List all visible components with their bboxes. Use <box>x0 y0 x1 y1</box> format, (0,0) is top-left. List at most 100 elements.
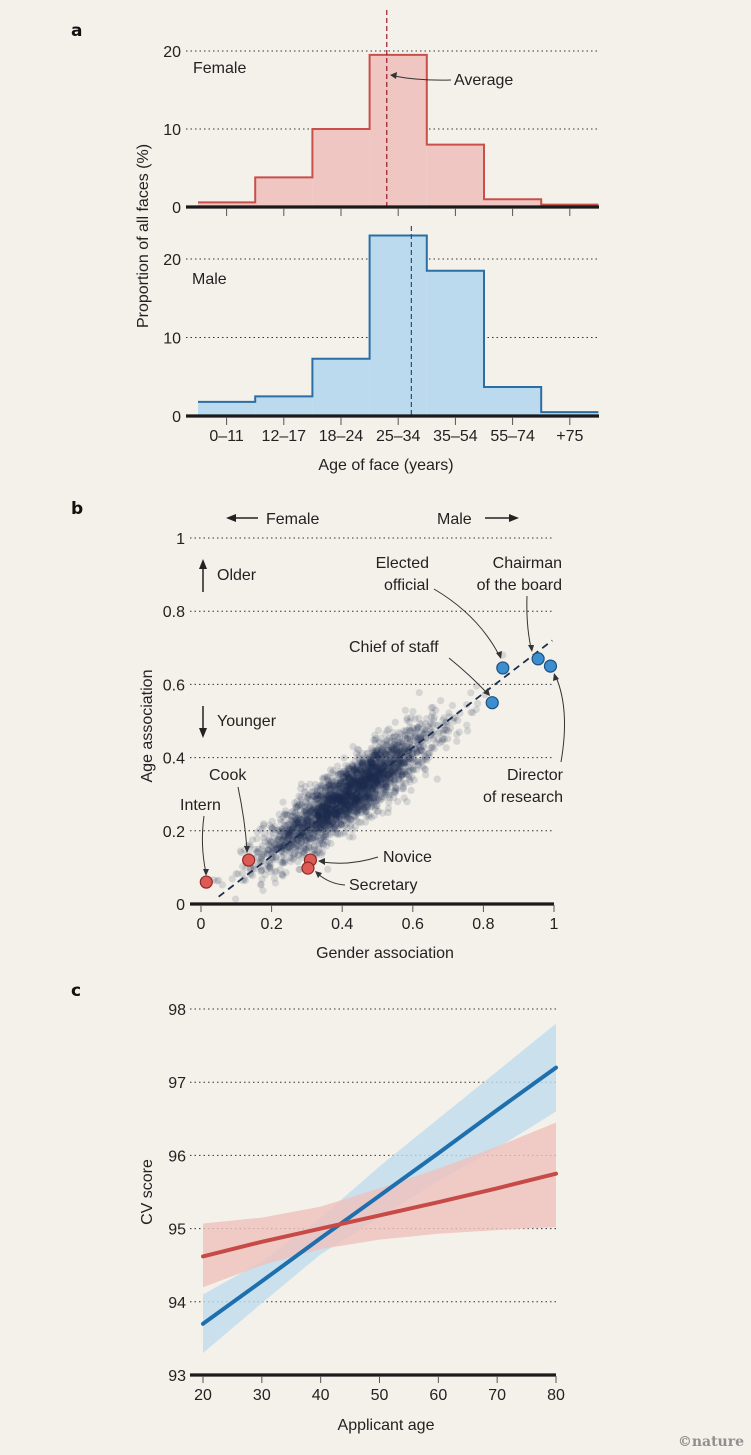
scatter-point <box>427 731 435 740</box>
scatter-point <box>342 769 350 777</box>
younger-direction-label: Younger <box>217 713 277 730</box>
scatter-point <box>343 812 351 821</box>
scatter-point <box>340 754 348 762</box>
scatter-point <box>440 721 448 729</box>
scatter-point <box>280 824 288 832</box>
scatter-point <box>314 799 323 807</box>
scatter-point <box>395 746 403 755</box>
scatter-point <box>421 720 430 728</box>
scatter-point <box>292 816 300 824</box>
scatter-point <box>453 730 461 739</box>
scatter-point <box>344 783 352 791</box>
scatter-point <box>295 837 303 845</box>
scatter-point <box>432 706 440 714</box>
scatter-point <box>300 814 308 822</box>
scatter-point <box>344 808 352 817</box>
scatter-point <box>292 803 300 812</box>
scatter-point <box>368 769 376 777</box>
x-tick-label: 0.4 <box>331 916 353 933</box>
scatter-point <box>395 728 403 737</box>
scatter-point <box>370 783 378 792</box>
scatter-point <box>371 789 379 797</box>
scatter-point <box>333 800 341 808</box>
scatter-point <box>387 759 395 767</box>
scatter-point <box>350 793 358 801</box>
scatter-point <box>309 819 317 827</box>
scatter-point <box>393 745 401 753</box>
scatter-point <box>277 825 285 833</box>
scatter-point <box>331 791 339 799</box>
scatter-point <box>366 760 374 768</box>
scatter-point <box>347 784 355 793</box>
scatter-point <box>329 777 338 786</box>
scatter-point <box>334 809 342 817</box>
highlight-point-elected-official <box>496 661 510 675</box>
scatter-point <box>340 768 348 776</box>
scatter-point <box>337 784 345 792</box>
scatter-point <box>344 771 352 779</box>
scatter-point <box>270 874 279 883</box>
scatter-point <box>400 767 409 776</box>
scatter-point <box>340 804 348 812</box>
scatter-point <box>332 791 341 799</box>
scatter-point <box>454 716 462 724</box>
scatter-point <box>403 716 411 724</box>
scatter-point <box>351 800 359 808</box>
scatter-point <box>403 742 411 750</box>
older-direction: Older <box>199 559 257 592</box>
scatter-point <box>419 756 427 764</box>
scatter-point <box>353 809 361 817</box>
scatter-point <box>306 830 314 838</box>
scatter-point <box>373 778 381 786</box>
scatter-point <box>325 790 333 798</box>
scatter-point <box>366 792 374 801</box>
scatter-point <box>363 775 371 784</box>
scatter-point <box>467 689 475 697</box>
y-tick-label: 0 <box>176 897 185 914</box>
scatter-point <box>303 814 312 822</box>
scatter-point <box>292 815 300 823</box>
scatter-point <box>384 774 392 782</box>
scatter-point <box>272 837 280 845</box>
scatter-point <box>388 748 396 756</box>
scatter-point <box>313 805 321 813</box>
scatter-point <box>448 701 456 710</box>
scatter-point <box>287 816 295 824</box>
y-tick-label: 0.6 <box>163 677 185 694</box>
annotation-cook: Cook <box>209 767 247 784</box>
scatter-point <box>371 760 379 768</box>
female-step-outline <box>198 53 599 206</box>
scatter-point <box>329 794 338 802</box>
scatter-point <box>439 735 447 743</box>
scatter-point <box>348 826 357 834</box>
scatter-point <box>404 754 412 763</box>
scatter-point <box>261 830 269 839</box>
scatter-point <box>314 812 322 820</box>
scatter-point <box>406 735 414 743</box>
scatter-point <box>399 778 407 787</box>
scatter-point <box>404 752 412 761</box>
scatter-point <box>333 815 341 823</box>
scatter-point <box>269 830 277 838</box>
scatter-point <box>323 800 331 808</box>
scatter-point <box>314 787 322 795</box>
scatter-point <box>469 709 477 717</box>
male-bar <box>312 358 370 416</box>
scatter-point <box>325 804 334 813</box>
scatter-point <box>316 829 325 837</box>
scatter-point <box>429 704 437 712</box>
scatter-point <box>340 785 348 794</box>
scatter-point <box>327 796 335 805</box>
scatter-point <box>295 824 303 832</box>
scatter-point <box>342 786 350 795</box>
scatter-point <box>280 849 288 857</box>
scatter-point <box>353 807 361 815</box>
scatter-point <box>415 747 423 755</box>
scatter-point <box>289 839 297 847</box>
scatter-point <box>345 782 353 791</box>
scatter-point <box>357 766 365 774</box>
scatter-point <box>327 790 335 798</box>
scatter-point <box>397 760 405 768</box>
scatter-point <box>367 760 375 769</box>
scatter-point <box>417 758 426 766</box>
